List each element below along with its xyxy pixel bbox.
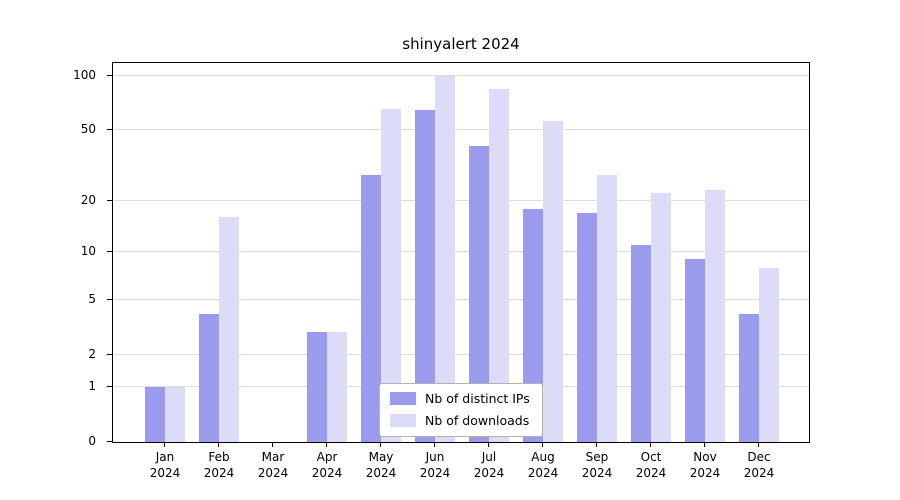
x-tick-mark [326, 443, 327, 447]
x-tick-mark [704, 443, 705, 447]
plot-area: Nb of distinct IPs Nb of downloads [112, 62, 810, 443]
bar-downloads [219, 217, 239, 442]
bar-distinct-ips [631, 244, 651, 442]
bar-downloads [327, 332, 347, 442]
bar-distinct-ips [199, 314, 219, 442]
y-tick-mark [107, 129, 112, 131]
bar-downloads [165, 387, 185, 442]
x-tick-mark [272, 443, 273, 447]
y-tick-label: 0 [88, 434, 96, 448]
gridline [113, 129, 809, 131]
x-tick-label: Oct 2024 [635, 450, 667, 480]
y-tick-mark [107, 441, 112, 442]
bar-downloads [489, 88, 509, 442]
y-axis: 0 1 2 5 10 20 50 100 [0, 62, 104, 448]
y-tick-label: 2 [88, 346, 96, 361]
bar-downloads [597, 174, 617, 442]
legend-item-downloads: Nb of downloads [390, 413, 530, 428]
bar-distinct-ips [307, 332, 327, 442]
x-tick-mark [596, 443, 597, 447]
x-tick-mark [650, 443, 651, 447]
y-tick-mark [107, 74, 112, 76]
bar-downloads [435, 76, 455, 442]
legend-label-downloads: Nb of downloads [425, 413, 530, 428]
x-tick-mark [164, 443, 165, 447]
y-tick-mark [107, 199, 112, 201]
x-axis: Jan 2024 Feb 2024 Mar 2024 Apr 2024 May 2024 Jun 20… [112, 450, 810, 494]
x-tick-label: Feb 2024 [203, 450, 235, 480]
x-tick-label: Jul 2024 [473, 450, 505, 480]
bar-distinct-ips [685, 259, 705, 442]
bar-downloads [759, 267, 779, 442]
legend-item-distinct-ips: Nb of distinct IPs [390, 391, 530, 406]
legend-label-distinct-ips: Nb of distinct IPs [425, 391, 530, 406]
bar-distinct-ips [469, 145, 489, 442]
gridline [113, 199, 809, 201]
x-tick-label: Dec 2024 [743, 450, 775, 480]
y-tick-mark [107, 250, 112, 252]
bar-downloads [381, 108, 401, 442]
legend: Nb of distinct IPs Nb of downloads [379, 383, 543, 437]
legend-swatch-downloads [390, 414, 416, 427]
bar-distinct-ips [739, 314, 759, 442]
x-tick-mark [542, 443, 543, 447]
x-tick-label: Jun 2024 [419, 450, 451, 480]
x-tick-label: Mar 2024 [257, 450, 289, 480]
y-tick-label: 10 [80, 243, 96, 258]
bar-distinct-ips [577, 212, 597, 442]
y-tick-label: 100 [73, 67, 96, 82]
y-tick-label: 50 [80, 122, 96, 137]
gridline [113, 353, 809, 355]
bar-distinct-ips [361, 174, 381, 442]
bar-distinct-ips [415, 109, 435, 442]
x-tick-label: Sep 2024 [581, 450, 613, 480]
x-tick-label: Apr 2024 [311, 450, 343, 480]
x-tick-label: Nov 2024 [689, 450, 721, 480]
gridline [113, 298, 809, 300]
gridline [113, 75, 809, 76]
bar-downloads [651, 193, 671, 442]
y-tick-label: 1 [88, 379, 96, 394]
x-tick-mark [380, 443, 381, 447]
bar-downloads [543, 121, 563, 442]
y-tick-label: 20 [80, 192, 96, 207]
chart-title: shinyalert 2024 [402, 35, 520, 53]
y-tick-label: 5 [88, 291, 96, 306]
y-tick-mark [107, 298, 112, 300]
bar-distinct-ips [145, 387, 165, 442]
x-tick-label: May 2024 [365, 450, 397, 480]
bar-downloads [705, 189, 725, 442]
y-tick-mark [107, 386, 112, 388]
y-tick-mark [107, 353, 112, 355]
x-tick-mark [434, 443, 435, 447]
gridline [113, 250, 809, 252]
x-tick-mark [488, 443, 489, 447]
x-tick-label: Aug 2024 [527, 450, 559, 480]
x-tick-label: Jan 2024 [149, 450, 181, 480]
x-tick-mark [218, 443, 219, 447]
legend-swatch-distinct-ips [390, 392, 416, 405]
x-tick-mark [758, 443, 759, 447]
